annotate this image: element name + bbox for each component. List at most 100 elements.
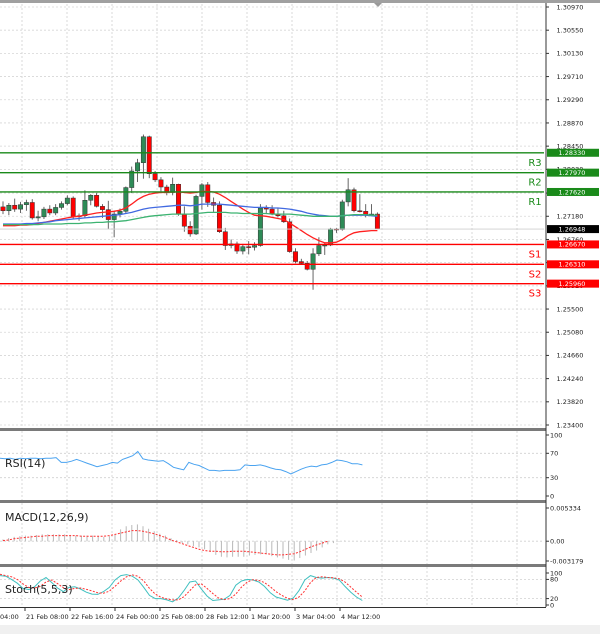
time-tick-label: 3 Mar 04:00 <box>296 613 335 621</box>
candle-body-bull <box>322 244 328 247</box>
candle[interactable] <box>199 183 205 210</box>
price-tick-label: 1.23820 <box>557 398 584 406</box>
macd-tick-label: 0.005334 <box>550 504 581 512</box>
candle[interactable] <box>222 227 228 250</box>
price-tick-label: 1.25080 <box>557 329 584 337</box>
price-tick-label: 1.30550 <box>557 26 584 34</box>
price-tick-label: 1.24240 <box>557 375 584 383</box>
candle[interactable] <box>88 194 94 206</box>
candle-body-bear <box>176 183 181 215</box>
candle-body-bear <box>181 213 187 227</box>
candle-body-bear <box>70 197 76 218</box>
candle[interactable] <box>293 248 298 264</box>
price-tick-label: 1.27180 <box>557 213 584 221</box>
candle-body-bear <box>187 225 193 235</box>
candle[interactable] <box>193 194 199 236</box>
stoch-tick-label: 20 <box>550 595 558 603</box>
candle[interactable] <box>135 158 141 183</box>
stoch-signal-line <box>0 573 363 601</box>
candle-body-bull <box>41 208 47 218</box>
candle[interactable] <box>6 203 12 216</box>
candle[interactable] <box>158 177 164 192</box>
candle-body-bull <box>18 204 24 210</box>
shift-marker-icon[interactable] <box>374 3 382 7</box>
candle[interactable] <box>0 201 6 215</box>
price-tick-label: 1.28870 <box>557 119 584 127</box>
candle[interactable] <box>94 193 100 208</box>
time-tick-label: 21 Feb 08:00 <box>26 613 69 621</box>
level-label-s2: S2 <box>529 269 542 280</box>
candle[interactable] <box>217 201 222 233</box>
moving-average-line <box>3 211 378 226</box>
moving-averages <box>3 190 378 244</box>
candle[interactable] <box>240 243 246 255</box>
candle[interactable] <box>205 182 211 207</box>
price-tag-value: 1.25960 <box>559 280 586 288</box>
candle[interactable] <box>59 201 64 210</box>
panel-separator[interactable] <box>0 564 546 567</box>
candle-body-bull <box>129 170 135 188</box>
candle-body-bull <box>199 184 205 197</box>
support-resistance-levels: R3 1.28330 R2 1.27970 R1 1.27620 S1 1.26670 S2 1.… <box>0 148 599 300</box>
candle-body-bull <box>111 213 117 220</box>
candle[interactable] <box>146 135 152 179</box>
price-tag-value: 1.28330 <box>559 149 586 157</box>
price-tick-label: 1.26760 <box>557 236 584 244</box>
price-tick-label: 1.25500 <box>557 305 584 313</box>
candle[interactable] <box>252 242 258 251</box>
candle[interactable] <box>12 198 18 212</box>
candle[interactable] <box>23 199 29 211</box>
time-tick-label: 4 Mar 12:00 <box>341 613 380 621</box>
candle-body-bear <box>47 208 53 214</box>
candle-body-bull <box>240 246 246 252</box>
time-tick-label: 1 Mar 20:00 <box>251 613 290 621</box>
candle-body-bear <box>298 261 304 264</box>
candle-body-bull <box>53 207 59 214</box>
candle-body-bear <box>158 179 164 188</box>
level-label-r3: R3 <box>528 158 541 169</box>
price-tag-value: 1.27970 <box>559 169 586 177</box>
price-tick-label: 1.24660 <box>557 352 584 360</box>
candle-body-bear <box>94 195 100 207</box>
candle-body-bull <box>193 196 199 235</box>
candle[interactable] <box>310 248 316 290</box>
candle-body-bull <box>6 204 12 212</box>
candle[interactable] <box>53 204 59 216</box>
candle[interactable] <box>29 199 35 220</box>
candle[interactable] <box>105 200 111 229</box>
candle-body-bull <box>59 203 64 208</box>
candle[interactable] <box>257 204 263 247</box>
candle[interactable] <box>47 205 53 216</box>
candle[interactable] <box>287 218 293 253</box>
candle[interactable] <box>246 241 252 255</box>
candle-body-bear <box>351 189 357 212</box>
candle-body-bear <box>146 136 152 175</box>
candle-body-bear <box>205 184 211 203</box>
candle[interactable] <box>304 261 310 271</box>
candle[interactable] <box>70 196 76 219</box>
candle-body-bear <box>217 204 222 232</box>
macd-signal-line <box>2 530 328 556</box>
candle-body-bull <box>64 197 70 204</box>
candle[interactable] <box>129 166 135 194</box>
candle[interactable] <box>140 134 146 179</box>
price-tag-value: 1.26310 <box>559 261 586 269</box>
panel-separator[interactable] <box>0 428 546 431</box>
time-tick-label: 25 Feb 08:00 <box>161 613 204 621</box>
candle-body-bear <box>357 210 363 213</box>
level-label-r1: R1 <box>528 197 541 208</box>
candle-body-bull <box>135 162 141 172</box>
candle[interactable] <box>100 204 105 218</box>
rsi-tick-label: 0 <box>550 492 554 500</box>
price-tag-value: 1.27620 <box>559 188 586 196</box>
candle[interactable] <box>35 210 41 222</box>
candle[interactable] <box>357 194 363 213</box>
candle[interactable] <box>176 183 181 216</box>
candle[interactable] <box>41 206 47 220</box>
candle[interactable] <box>64 195 70 206</box>
panel-separator[interactable] <box>0 500 546 503</box>
candle-body-bull <box>123 187 129 212</box>
candle[interactable] <box>18 201 24 213</box>
